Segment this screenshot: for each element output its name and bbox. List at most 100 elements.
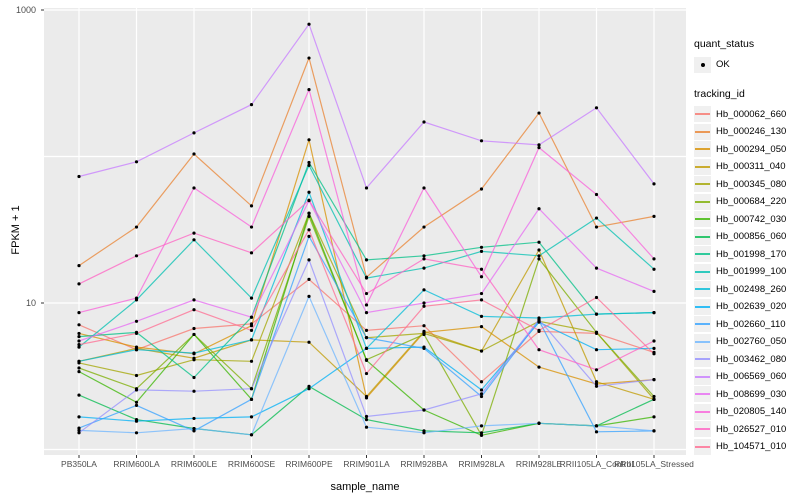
data-point[interactable] — [134, 348, 139, 352]
data-point[interactable] — [192, 152, 196, 156]
legend-item-Hb_008699_030[interactable]: Hb_008699_030 — [694, 386, 800, 404]
data-point[interactable] — [479, 433, 484, 437]
legend-item-Hb_026527_010[interactable]: Hb_026527_010 — [694, 421, 800, 439]
data-point[interactable] — [364, 336, 369, 340]
data-point[interactable] — [77, 345, 81, 349]
data-point[interactable] — [652, 257, 656, 261]
data-point[interactable] — [249, 103, 254, 107]
data-point[interactable] — [192, 351, 196, 355]
data-point[interactable] — [594, 330, 599, 334]
data-point[interactable] — [479, 291, 484, 296]
data-point[interactable] — [249, 296, 254, 300]
data-point[interactable] — [307, 138, 311, 142]
data-point[interactable] — [192, 426, 196, 431]
data-point[interactable] — [422, 225, 426, 229]
data-point[interactable] — [652, 394, 656, 399]
data-point[interactable] — [134, 400, 139, 404]
data-point[interactable] — [134, 160, 139, 164]
data-point[interactable] — [652, 182, 656, 186]
data-point[interactable] — [652, 339, 656, 343]
data-point[interactable] — [364, 303, 369, 307]
data-point[interactable] — [364, 425, 369, 429]
data-point[interactable] — [652, 267, 656, 271]
legend-item-ok[interactable]: OK — [694, 56, 800, 74]
data-point[interactable] — [364, 346, 369, 350]
data-point[interactable] — [594, 106, 599, 110]
data-point[interactable] — [134, 331, 139, 336]
data-point[interactable] — [537, 207, 541, 211]
data-point[interactable] — [537, 421, 541, 425]
data-point[interactable] — [307, 190, 311, 194]
data-point[interactable] — [307, 88, 311, 92]
data-point[interactable] — [364, 328, 369, 333]
data-point[interactable] — [479, 431, 484, 435]
data-point[interactable] — [422, 304, 426, 308]
data-point[interactable] — [77, 310, 81, 315]
data-point[interactable] — [249, 387, 254, 391]
data-point[interactable] — [192, 238, 196, 242]
data-point[interactable] — [77, 282, 81, 286]
data-point[interactable] — [77, 264, 81, 268]
data-point[interactable] — [479, 392, 484, 396]
data-point[interactable] — [479, 249, 484, 254]
data-point[interactable] — [422, 301, 426, 305]
data-point[interactable] — [192, 131, 196, 135]
data-point[interactable] — [364, 371, 369, 376]
data-point[interactable] — [594, 348, 599, 352]
data-point[interactable] — [594, 430, 599, 434]
data-point[interactable] — [364, 276, 369, 280]
data-point[interactable] — [652, 310, 656, 315]
data-point[interactable] — [537, 328, 541, 333]
data-point[interactable] — [307, 387, 311, 391]
data-point[interactable] — [537, 143, 541, 147]
data-point[interactable] — [134, 225, 139, 229]
data-point[interactable] — [537, 365, 541, 369]
data-point[interactable] — [479, 298, 484, 302]
data-point[interactable] — [307, 160, 311, 165]
legend-item-Hb_000294_050[interactable]: Hb_000294_050 — [694, 141, 800, 159]
legend-item-Hb_020805_140[interactable]: Hb_020805_140 — [694, 403, 800, 421]
data-point[interactable] — [307, 56, 311, 60]
data-point[interactable] — [594, 216, 599, 220]
data-point[interactable] — [479, 139, 484, 143]
data-point[interactable] — [422, 266, 426, 270]
data-point[interactable] — [307, 384, 311, 388]
legend-item-Hb_000246_130[interactable]: Hb_000246_130 — [694, 123, 800, 141]
data-point[interactable] — [307, 198, 311, 202]
data-point[interactable] — [249, 433, 254, 437]
data-point[interactable] — [192, 231, 196, 235]
data-point[interactable] — [192, 186, 196, 190]
data-point[interactable] — [422, 257, 426, 261]
data-point[interactable] — [134, 431, 139, 435]
data-point[interactable] — [77, 174, 81, 179]
data-point[interactable] — [307, 294, 311, 298]
legend-item-Hb_002760_050[interactable]: Hb_002760_050 — [694, 333, 800, 351]
data-point[interactable] — [307, 163, 311, 167]
data-point[interactable] — [77, 393, 81, 397]
data-point[interactable] — [192, 358, 196, 362]
legend-item-Hb_000062_660[interactable]: Hb_000062_660 — [694, 106, 800, 124]
data-point[interactable] — [307, 214, 311, 219]
data-point[interactable] — [422, 324, 426, 328]
data-point[interactable] — [652, 415, 656, 419]
data-point[interactable] — [249, 359, 254, 363]
legend-item-Hb_000311_040[interactable]: Hb_000311_040 — [694, 158, 800, 176]
data-point[interactable] — [307, 258, 311, 262]
data-point[interactable] — [249, 324, 254, 328]
data-point[interactable] — [77, 331, 81, 336]
data-point[interactable] — [307, 22, 311, 26]
data-point[interactable] — [479, 325, 484, 329]
data-point[interactable] — [537, 146, 541, 150]
data-point[interactable] — [192, 326, 196, 331]
data-point[interactable] — [479, 424, 484, 428]
data-point[interactable] — [479, 349, 484, 353]
data-point[interactable] — [77, 431, 81, 435]
data-point[interactable] — [192, 332, 196, 337]
data-point[interactable] — [594, 380, 599, 384]
data-point[interactable] — [134, 373, 139, 378]
data-point[interactable] — [134, 296, 139, 300]
data-point[interactable] — [652, 429, 656, 433]
data-point[interactable] — [652, 289, 656, 293]
legend-item-Hb_000742_030[interactable]: Hb_000742_030 — [694, 211, 800, 229]
data-point[interactable] — [479, 314, 484, 319]
